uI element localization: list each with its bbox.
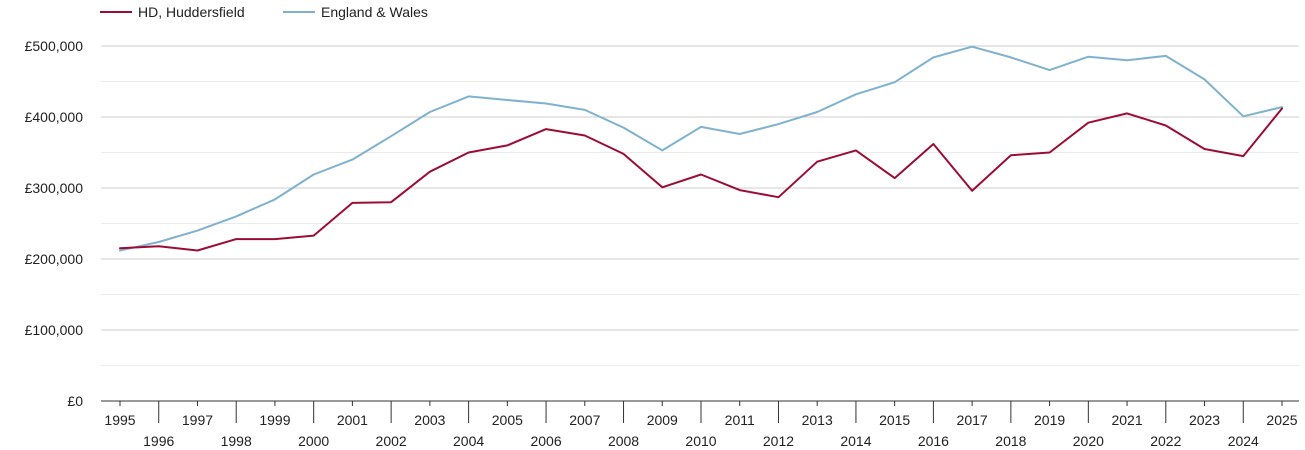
x-tick-label: 2017 <box>957 412 988 428</box>
x-tick-label: 2011 <box>725 412 755 428</box>
x-tick-label: 1998 <box>221 433 252 449</box>
y-tick-label: £500,000 <box>25 38 84 54</box>
legend-label: HD, Huddersfield <box>138 4 245 20</box>
x-tick-label: 2003 <box>414 412 445 428</box>
x-tick-label: 2010 <box>685 433 716 449</box>
y-tick-label: £0 <box>67 393 83 409</box>
x-tick-label: 1997 <box>182 412 213 428</box>
legend: HD, Huddersfield England & Wales <box>100 4 428 20</box>
y-axis: £0 £100,000 £200,000 £300,000 £400,000 £500,0… <box>25 38 84 409</box>
y-tick-label: £400,000 <box>25 109 84 125</box>
x-tick-label: 2013 <box>802 412 833 428</box>
x-tick-label: 2000 <box>298 433 329 449</box>
x-tick-label: 2016 <box>918 433 949 449</box>
x-tick-label: 1999 <box>259 412 290 428</box>
x-tick-label: 1995 <box>104 412 135 428</box>
x-tick-label: 2012 <box>763 433 794 449</box>
x-tick-label: 2022 <box>1150 433 1181 449</box>
x-tick-label: 2021 <box>1111 412 1142 428</box>
x-tick-label: 1996 <box>143 433 174 449</box>
x-axis: 1995 1996 1997 1998 1999 2000 2001 2002 2003 2004… <box>101 400 1299 449</box>
x-tick-label: 2008 <box>608 433 639 449</box>
x-tick-label: 2024 <box>1228 433 1259 449</box>
x-tick-label: 2015 <box>879 412 910 428</box>
x-tick-label: 2005 <box>492 412 523 428</box>
x-tick-label: 2020 <box>1073 433 1104 449</box>
series-line-0 <box>119 107 1283 252</box>
x-tick-label: 2018 <box>995 433 1026 449</box>
grid <box>101 45 1299 366</box>
x-tick-label: 2006 <box>530 433 561 449</box>
x-tick-label: 2004 <box>453 433 484 449</box>
x-tick-label: 2014 <box>840 433 871 449</box>
x-tick-label: 2019 <box>1034 412 1065 428</box>
legend-label: England & Wales <box>321 4 428 20</box>
y-tick-label: £300,000 <box>25 180 84 196</box>
x-tick-label: 2023 <box>1189 412 1220 428</box>
y-tick-label: £100,000 <box>25 322 84 338</box>
y-tick-label: £200,000 <box>25 251 84 267</box>
series-layer <box>119 45 1283 252</box>
series-line-1 <box>119 45 1283 252</box>
x-tick-label: 2001 <box>337 412 368 428</box>
x-tick-label: 2025 <box>1266 412 1297 428</box>
x-tick-label: 2009 <box>647 412 678 428</box>
x-tick-label: 2002 <box>376 433 407 449</box>
x-tick-label: 2007 <box>569 412 600 428</box>
